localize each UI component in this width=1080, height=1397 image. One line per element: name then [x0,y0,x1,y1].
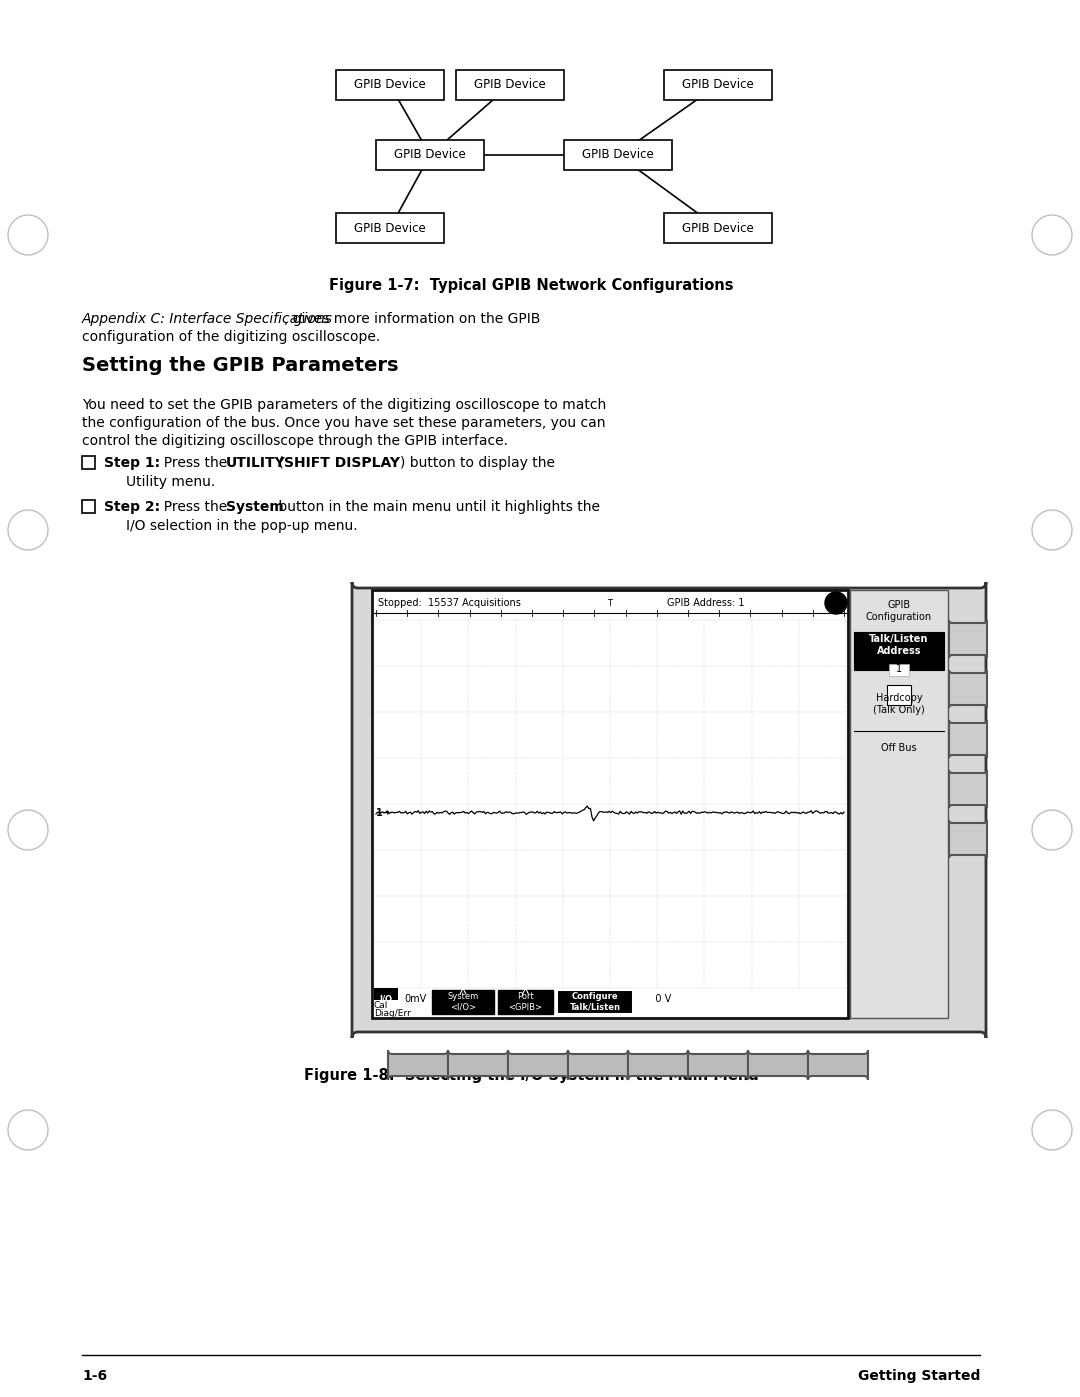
Text: Diag/Err: Diag/Err [374,1009,410,1018]
Bar [498,990,553,1014]
Bar [376,140,484,170]
Text: GPIB Device: GPIB Device [354,78,426,91]
Bar [557,990,633,1014]
Bar [432,990,494,1014]
Text: Cal: Cal [374,1002,389,1010]
Text: Step 1:: Step 1: [104,455,160,469]
Text: Getting Started: Getting Started [858,1369,980,1383]
FancyBboxPatch shape [352,583,986,1038]
Text: 1-6: 1-6 [82,1369,107,1383]
Text: 0mV: 0mV [404,995,427,1004]
Bar [854,631,944,671]
Text: 1→: 1→ [376,807,391,817]
Text: Figure 1-7:  Typical GPIB Network Configurations: Figure 1-7: Typical GPIB Network Configu… [328,278,733,293]
Text: GPIB Device: GPIB Device [582,148,653,162]
FancyBboxPatch shape [688,1051,748,1080]
Text: Port
<GPIB>: Port <GPIB> [509,992,542,1011]
Text: System: System [226,500,284,514]
Text: 1: 1 [896,664,902,673]
Bar [336,70,444,101]
Text: GPIB Device: GPIB Device [474,78,545,91]
FancyBboxPatch shape [748,1051,808,1080]
Text: , gives more information on the GPIB: , gives more information on the GPIB [284,312,540,326]
FancyBboxPatch shape [808,1051,868,1080]
Text: Configure
Talk/Listen: Configure Talk/Listen [569,992,621,1011]
Bar [336,212,444,243]
Bar [850,590,948,1018]
Text: M 500μs  Ch1  ƒ       0 V: M 500μs Ch1 ƒ 0 V [557,995,672,1004]
Text: GPIB Address: 1: GPIB Address: 1 [667,598,744,608]
FancyBboxPatch shape [949,671,987,708]
Bar [664,212,772,243]
Text: GPIB Device: GPIB Device [394,148,465,162]
Text: (: ( [274,455,284,469]
Text: Talk/Listen
Address: Talk/Listen Address [869,634,929,655]
Text: Step 2:: Step 2: [104,500,160,514]
Text: Utility menu.: Utility menu. [126,475,215,489]
Text: GPIB Device: GPIB Device [683,78,754,91]
FancyBboxPatch shape [949,770,987,807]
Bar [374,988,399,1000]
Bar [82,500,95,513]
FancyBboxPatch shape [949,820,987,858]
Text: Press the: Press the [156,500,231,514]
FancyBboxPatch shape [388,1051,448,1080]
Text: T: T [607,599,612,608]
Text: control the digitizing oscilloscope through the GPIB interface.: control the digitizing oscilloscope thro… [82,434,508,448]
Bar [82,455,95,469]
Text: UTILITY: UTILITY [226,455,286,469]
Text: GPIB
Configuration: GPIB Configuration [866,599,932,622]
Text: Stopped:  15537 Acquisitions: Stopped: 15537 Acquisitions [378,598,521,608]
FancyBboxPatch shape [448,1051,508,1080]
FancyBboxPatch shape [568,1051,627,1080]
FancyBboxPatch shape [949,620,987,658]
Bar [887,685,912,705]
Text: GPIB Device: GPIB Device [354,222,426,235]
Text: configuration of the digitizing oscilloscope.: configuration of the digitizing oscillos… [82,330,380,344]
Text: You need to set the GPIB parameters of the digitizing oscilloscope to match: You need to set the GPIB parameters of t… [82,398,606,412]
Text: Appendix C: Interface Specifications: Appendix C: Interface Specifications [82,312,333,326]
Text: I/O selection in the pop-up menu.: I/O selection in the pop-up menu. [126,520,357,534]
Text: Off Bus: Off Bus [881,743,917,753]
Text: Hardcopy
(Talk Only): Hardcopy (Talk Only) [873,693,924,715]
Text: button in the main menu until it highlights the: button in the main menu until it highlig… [274,500,600,514]
Text: ) button to display the: ) button to display the [400,455,555,469]
Text: SHIFT DISPLAY: SHIFT DISPLAY [284,455,400,469]
Bar [564,140,672,170]
Text: System
<I/O>: System <I/O> [447,992,478,1011]
Bar [456,70,564,101]
Text: Setting the GPIB Parameters: Setting the GPIB Parameters [82,356,399,374]
Text: I/O: I/O [379,995,392,1003]
Circle shape [825,592,847,615]
Text: Figure 1-8:  Selecting the I/O System in the Main Menu: Figure 1-8: Selecting the I/O System in … [303,1067,758,1083]
FancyBboxPatch shape [627,1051,688,1080]
Bar [664,70,772,101]
Text: GPIB Device: GPIB Device [683,222,754,235]
Text: the configuration of the bus. Once you have set these parameters, you can: the configuration of the bus. Once you h… [82,416,606,430]
Bar [372,590,848,1018]
Text: Press the: Press the [156,455,231,469]
Bar [889,664,909,676]
FancyBboxPatch shape [508,1051,568,1080]
FancyBboxPatch shape [949,719,987,759]
